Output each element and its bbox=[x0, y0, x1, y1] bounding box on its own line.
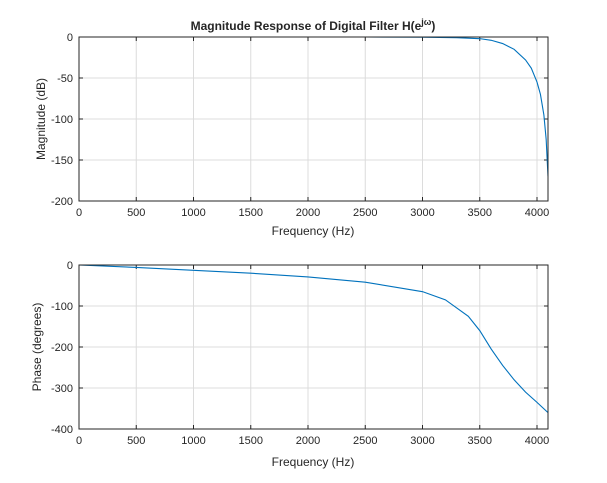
phase-grid bbox=[79, 265, 548, 429]
magnitude-ylabel: Magnitude (dB) bbox=[34, 78, 48, 160]
phase-xtick-label: 500 bbox=[127, 435, 145, 447]
magnitude-xtick-label: 2500 bbox=[353, 207, 377, 219]
magnitude-ticks: 0 500 1000 1500 2000 2500 3000 3500 4000 -200 -150… bbox=[51, 32, 549, 219]
phase-series-line bbox=[78, 264, 549, 414]
magnitude-xtick-label: 2000 bbox=[296, 207, 320, 219]
phase-ylabel: Phase (degrees) bbox=[30, 303, 44, 392]
magnitude-xtick-label: 3500 bbox=[468, 207, 492, 219]
phase-xtick-label: 3500 bbox=[468, 435, 492, 447]
magnitude-title-suffix: ) bbox=[431, 19, 435, 33]
magnitude-xtick-label: 1500 bbox=[239, 207, 263, 219]
magnitude-ytick-label: -100 bbox=[51, 114, 73, 126]
magnitude-plot-frame bbox=[78, 36, 549, 202]
phase-ytick-label: -200 bbox=[51, 342, 73, 354]
magnitude-xtick-label: 500 bbox=[127, 207, 145, 219]
magnitude-title-main: Magnitude Response of Digital Filter H(e bbox=[191, 19, 422, 33]
phase-series bbox=[78, 264, 549, 414]
phase-ytick-label: 0 bbox=[67, 260, 73, 272]
phase-xtick-label: 4000 bbox=[525, 435, 549, 447]
phase-ytick-label: -400 bbox=[51, 424, 73, 436]
magnitude-xtick-label: 3000 bbox=[410, 207, 434, 219]
magnitude-grid bbox=[79, 37, 548, 201]
phase-xtick-label: 1500 bbox=[239, 435, 263, 447]
phase-xtick-label: 1000 bbox=[181, 435, 205, 447]
phase-ytick-label: -100 bbox=[51, 301, 73, 313]
magnitude-xtick-label: 0 bbox=[76, 207, 82, 219]
phase-plot-frame bbox=[78, 264, 549, 430]
phase-xlabel: Frequency (Hz) bbox=[272, 455, 355, 469]
magnitude-chart: 0 500 1000 1500 2000 2500 3000 3500 4000 -200 -150… bbox=[34, 17, 549, 238]
phase-xtick-label: 2000 bbox=[296, 435, 320, 447]
phase-xtick-label: 0 bbox=[76, 435, 82, 447]
magnitude-xlabel: Frequency (Hz) bbox=[272, 224, 355, 238]
magnitude-ytick-label: -200 bbox=[51, 196, 73, 208]
magnitude-title-superscript: jω bbox=[420, 17, 432, 27]
phase-xtick-label: 3000 bbox=[410, 435, 434, 447]
magnitude-xtick-label: 1000 bbox=[181, 207, 205, 219]
phase-chart: 0 500 1000 1500 2000 2500 3000 3500 4000 -400 -300… bbox=[30, 260, 549, 469]
magnitude-ytick-label: -50 bbox=[57, 73, 73, 85]
phase-xtick-label: 2500 bbox=[353, 435, 377, 447]
magnitude-title: Magnitude Response of Digital Filter H(e… bbox=[191, 17, 436, 33]
phase-ytick-label: -300 bbox=[51, 383, 73, 395]
magnitude-ytick-label: 0 bbox=[67, 32, 73, 44]
magnitude-ytick-label: -150 bbox=[51, 155, 73, 167]
magnitude-xtick-label: 4000 bbox=[525, 207, 549, 219]
